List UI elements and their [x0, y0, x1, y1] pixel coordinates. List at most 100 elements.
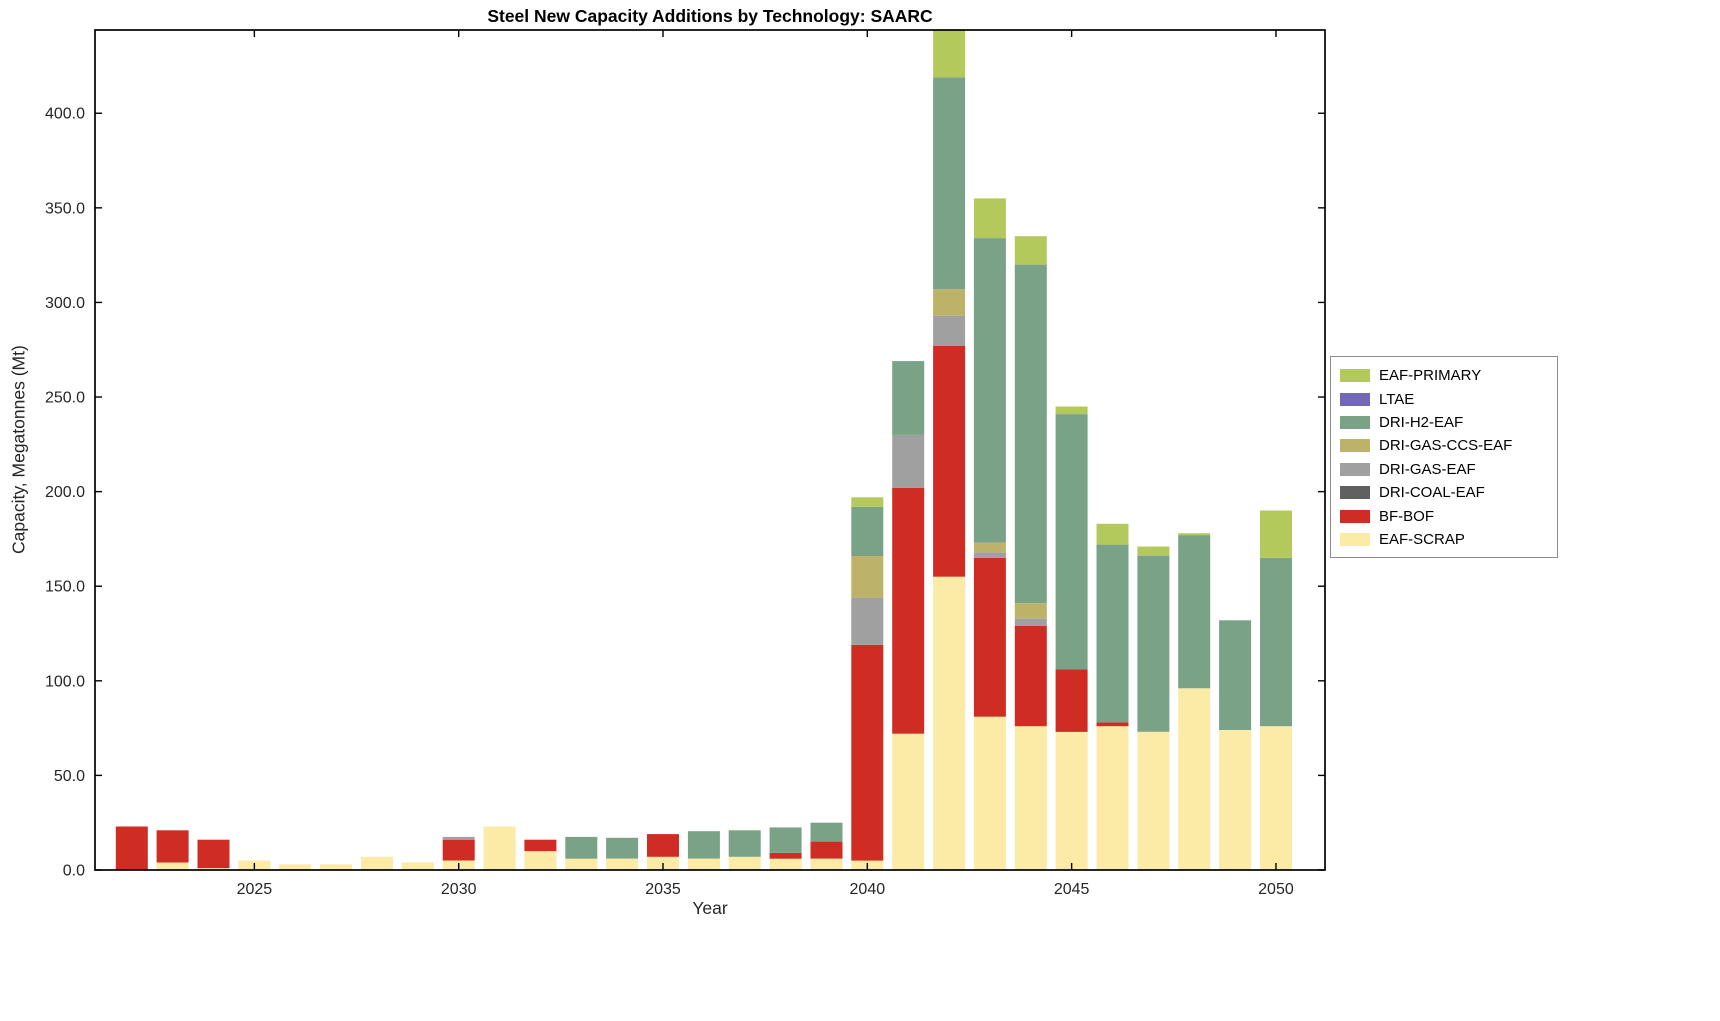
bar-segment: [687, 858, 720, 870]
bar-segment: [933, 315, 966, 346]
bar-segment: [892, 733, 925, 870]
bar-segment: [524, 839, 557, 852]
legend-item: DRI-H2-EAF: [1331, 411, 1557, 434]
legend-label: DRI-COAL-EAF: [1379, 484, 1485, 502]
bar-segment: [524, 851, 557, 870]
y-tick-label: 300.0: [45, 295, 85, 312]
bar-segment: [1055, 731, 1088, 870]
bar-segment: [933, 345, 966, 577]
x-tick-label: 2045: [1054, 881, 1090, 898]
bar-segment: [401, 862, 434, 870]
bar-segment: [810, 822, 843, 842]
bar-segment: [810, 858, 843, 870]
bar-segment: [728, 856, 761, 870]
bar-segment: [1260, 557, 1292, 727]
bar-segment: [1014, 618, 1047, 626]
bar-segment: [1178, 688, 1211, 870]
bar-segment: [1055, 414, 1088, 670]
chart-title: Steel New Capacity Additions by Technolo…: [487, 6, 933, 26]
bar-segment: [892, 434, 925, 488]
legend-item: DRI-GAS-CCS-EAF: [1331, 434, 1557, 457]
bar-segment: [851, 597, 884, 645]
legend-label: LTAE: [1379, 390, 1415, 408]
y-tick-label: 0.0: [63, 863, 85, 880]
bar-segment: [606, 837, 639, 859]
bar-segment: [115, 826, 148, 870]
bar-segment: [483, 826, 516, 870]
legend-label: DRI-GAS-EAF: [1379, 460, 1476, 478]
bar-segment: [1014, 264, 1047, 604]
bar-segment: [1096, 726, 1129, 870]
bar-segment: [1096, 523, 1129, 545]
bar-segment: [933, 77, 966, 290]
legend-swatch: [1340, 415, 1370, 429]
legend-label: DRI-H2-EAF: [1379, 413, 1464, 431]
x-tick-label: 2040: [850, 881, 886, 898]
bar-segment: [1055, 669, 1088, 732]
bar-segment: [851, 644, 884, 861]
bar-segment: [442, 839, 475, 861]
bar-segment: [1014, 726, 1047, 870]
bar-segment: [1137, 546, 1170, 556]
x-tick-label: 2050: [1258, 881, 1294, 898]
bar-segment: [851, 555, 884, 598]
y-tick-label: 50.0: [54, 768, 85, 785]
legend-swatch: [1340, 486, 1370, 500]
legend-label: DRI-GAS-CCS-EAF: [1379, 437, 1513, 455]
bar-segment: [1219, 730, 1252, 870]
x-tick-label: 2035: [645, 881, 681, 898]
bar-segment: [156, 830, 189, 863]
legend-label: BF-BOF: [1379, 507, 1434, 525]
bar-segment: [973, 542, 1006, 553]
legend-item: EAF-SCRAP: [1331, 528, 1557, 551]
bar-segment: [973, 716, 1006, 870]
legend-label: EAF-PRIMARY: [1379, 367, 1482, 385]
bar-segment: [687, 831, 720, 859]
y-tick-label: 250.0: [45, 390, 85, 407]
y-tick-label: 100.0: [45, 673, 85, 690]
bar-segment: [1178, 535, 1211, 689]
legend-swatch: [1340, 462, 1370, 476]
legend-swatch: [1340, 392, 1370, 406]
bar-segment: [1055, 406, 1088, 415]
bar-segment: [156, 862, 189, 870]
legend-swatch: [1340, 439, 1370, 453]
bar-segment: [933, 30, 966, 78]
bar-segment: [361, 856, 393, 870]
x-tick-label: 2025: [237, 881, 273, 898]
legend-item: LTAE: [1331, 387, 1557, 410]
bar-segment: [606, 858, 639, 870]
legend-item: DRI-GAS-EAF: [1331, 458, 1557, 481]
legend-swatch: [1340, 369, 1370, 383]
bar-segment: [197, 839, 230, 869]
legend-swatch: [1340, 532, 1370, 546]
legend-item: DRI-COAL-EAF: [1331, 481, 1557, 504]
legend-item: EAF-PRIMARY: [1331, 364, 1557, 387]
bar-segment: [1137, 731, 1170, 870]
y-tick-label: 200.0: [45, 484, 85, 501]
bar-segment: [1014, 603, 1047, 619]
bar-segment: [1096, 722, 1129, 727]
bar-segment: [442, 836, 475, 840]
bar-segment: [728, 830, 761, 857]
x-axis-label: Year: [692, 898, 728, 918]
x-tick-label: 2030: [441, 881, 477, 898]
bar-segment: [769, 827, 802, 853]
legend-label: EAF-SCRAP: [1379, 530, 1465, 548]
y-tick-label: 150.0: [45, 579, 85, 596]
bar-segment: [1260, 726, 1292, 870]
bar-segment: [1014, 236, 1047, 265]
axes: 2025 2030 2035 2040 2045 2050 0.0 50.0 100.0 150.…: [45, 29, 1326, 898]
bar-segment: [973, 557, 1006, 717]
bar-segment: [1219, 620, 1252, 730]
bar-segment: [851, 497, 884, 507]
legend-swatch: [1340, 509, 1370, 523]
legend: EAF-PRIMARY LTAE DRI-H2-EAF DRI-GAS-CCS-EAF…: [1330, 356, 1558, 559]
bar-segment: [1096, 544, 1129, 723]
bar-segment: [1137, 555, 1170, 732]
bar-segment: [973, 238, 1006, 543]
bar-segment: [1178, 533, 1211, 536]
bar-segment: [769, 853, 802, 859]
